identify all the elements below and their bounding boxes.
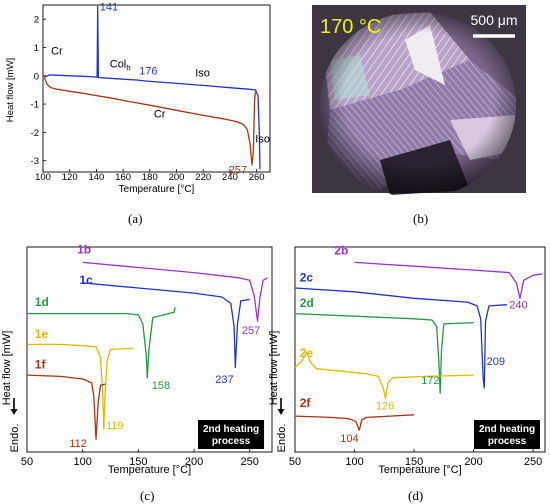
- series-label: 1d: [35, 295, 49, 309]
- x-tick-label: 120: [62, 172, 78, 183]
- series-line-2f: [294, 414, 415, 431]
- annotation: 158: [152, 380, 170, 392]
- series-line-1d: [27, 307, 176, 379]
- endo-label: Endo.: [9, 424, 21, 453]
- annotation: 119: [106, 420, 124, 432]
- panel-a-dsc-chart: 100 120 140 160 180 200 220 240 260 -3 -2 -1 0 1 2 Temp…: [5, 2, 271, 195]
- plot-frame: [294, 246, 546, 453]
- endo-label: Endo.: [276, 424, 288, 453]
- annotation: 172: [421, 375, 439, 387]
- micrograph-view: [320, 12, 516, 195]
- series-line-1e: [27, 343, 133, 430]
- annotation: Iso: [255, 133, 270, 145]
- series-line-2d: [294, 312, 474, 394]
- y-tick-label: -3: [31, 156, 39, 167]
- y-tick-label: 1: [34, 43, 39, 54]
- annotation: 104: [340, 433, 358, 445]
- annotation: 141: [100, 2, 118, 14]
- heating-process-label-1: 2nd heating: [203, 424, 259, 435]
- series-line-1b: [82, 261, 268, 322]
- y-axis-label: Heat flow [mW]: [268, 331, 280, 406]
- x-tick-label: 200: [169, 172, 185, 183]
- caption-a: (a): [128, 211, 142, 226]
- heating-process-box: [474, 420, 540, 449]
- annotation: 209: [487, 356, 505, 368]
- y-axis-label: Heat flow [mW]: [5, 58, 16, 122]
- annotation: Cr: [154, 108, 166, 120]
- series-line-1f: [26, 374, 106, 440]
- series-label: 2b: [334, 244, 348, 258]
- annotation: 112: [69, 438, 87, 450]
- x-tick-label: 100: [35, 172, 51, 183]
- x-tick-label: 50: [289, 456, 301, 468]
- x-tick-label: 100: [74, 456, 92, 468]
- annotation: 126: [376, 401, 394, 413]
- panel-d-dsc-chart: 50 100 150 200 250 Temperature [°C] Heat flow …: [268, 244, 546, 476]
- annotation: Iso: [195, 67, 210, 79]
- panel-b-micrograph: 170 °C 500 μm: [312, 5, 526, 195]
- y-tick-label: 2: [34, 15, 39, 26]
- x-tick-label: 180: [142, 172, 158, 183]
- caption-c: (c): [140, 488, 154, 503]
- series-label: 2c: [300, 271, 314, 285]
- heating-process-box: [198, 420, 264, 449]
- endo-arrow-head: [10, 409, 18, 415]
- x-tick-label: 150: [129, 456, 147, 468]
- x-tick-label: 200: [185, 456, 203, 468]
- series-label: 2e: [300, 346, 314, 360]
- annotation: 257: [242, 325, 260, 337]
- x-tick-label: 220: [195, 172, 211, 183]
- caption-b: (b): [413, 211, 428, 226]
- plot-frame: [42, 4, 271, 173]
- x-tick-label: 150: [405, 456, 423, 468]
- endo-arrow-head: [277, 409, 285, 415]
- heating-process-label-2: process: [488, 436, 527, 447]
- series-label: 1f: [35, 358, 47, 372]
- annotation: 240: [509, 300, 527, 312]
- series-label: 1b: [77, 242, 91, 256]
- series-line-1: [43, 76, 258, 166]
- x-tick-label: 160: [115, 172, 131, 183]
- annotation: Cr: [51, 46, 63, 58]
- micrograph-scale-label: 500 μm: [471, 12, 518, 28]
- panel-c-dsc-chart: 50 100 150 200 250 Temperature [°C] Heat flow …: [1, 242, 273, 476]
- series-label: 2f: [300, 396, 312, 410]
- x-tick-label: 200: [464, 456, 482, 468]
- annotation: 176: [139, 65, 157, 77]
- series-line-2c: [294, 287, 507, 389]
- x-tick-label: 260: [249, 172, 265, 183]
- x-tick-label: 100: [345, 456, 363, 468]
- x-axis-label: Temperature [°C]: [119, 184, 195, 195]
- y-tick-label: 0: [34, 71, 39, 82]
- x-tick-label: 250: [241, 456, 259, 468]
- series-label: 1c: [79, 273, 93, 287]
- series-label: 2d: [300, 296, 314, 310]
- y-tick-label: -1: [31, 100, 39, 111]
- x-tick-label: 140: [88, 172, 104, 183]
- x-tick-label: 240: [222, 172, 238, 183]
- series-line-0: [44, 5, 261, 170]
- series-line-2b: [354, 261, 543, 299]
- annotation: 257: [229, 164, 247, 176]
- x-tick-label: 50: [21, 456, 33, 468]
- x-axis-label: Temperature [°C]: [378, 464, 461, 476]
- annotation: 237: [215, 374, 233, 386]
- x-tick-label: 250: [524, 456, 542, 468]
- annotation-subscript: h: [126, 63, 130, 72]
- series-line-1c: [82, 282, 250, 369]
- heating-process-label-1: 2nd heating: [479, 424, 535, 435]
- y-axis-label: Heat flow [mW]: [1, 331, 13, 406]
- series-label: 1e: [35, 327, 49, 341]
- micrograph-temperature-label: 170 °C: [320, 16, 381, 38]
- series-line-2e: [294, 351, 474, 399]
- y-tick-label: -2: [31, 128, 39, 139]
- heating-process-label-2: process: [212, 436, 251, 447]
- caption-d: (d): [408, 488, 423, 503]
- annotation: Colh: [110, 58, 131, 72]
- plot-frame: [26, 246, 273, 453]
- x-axis-label: Temperature [°C]: [108, 464, 191, 476]
